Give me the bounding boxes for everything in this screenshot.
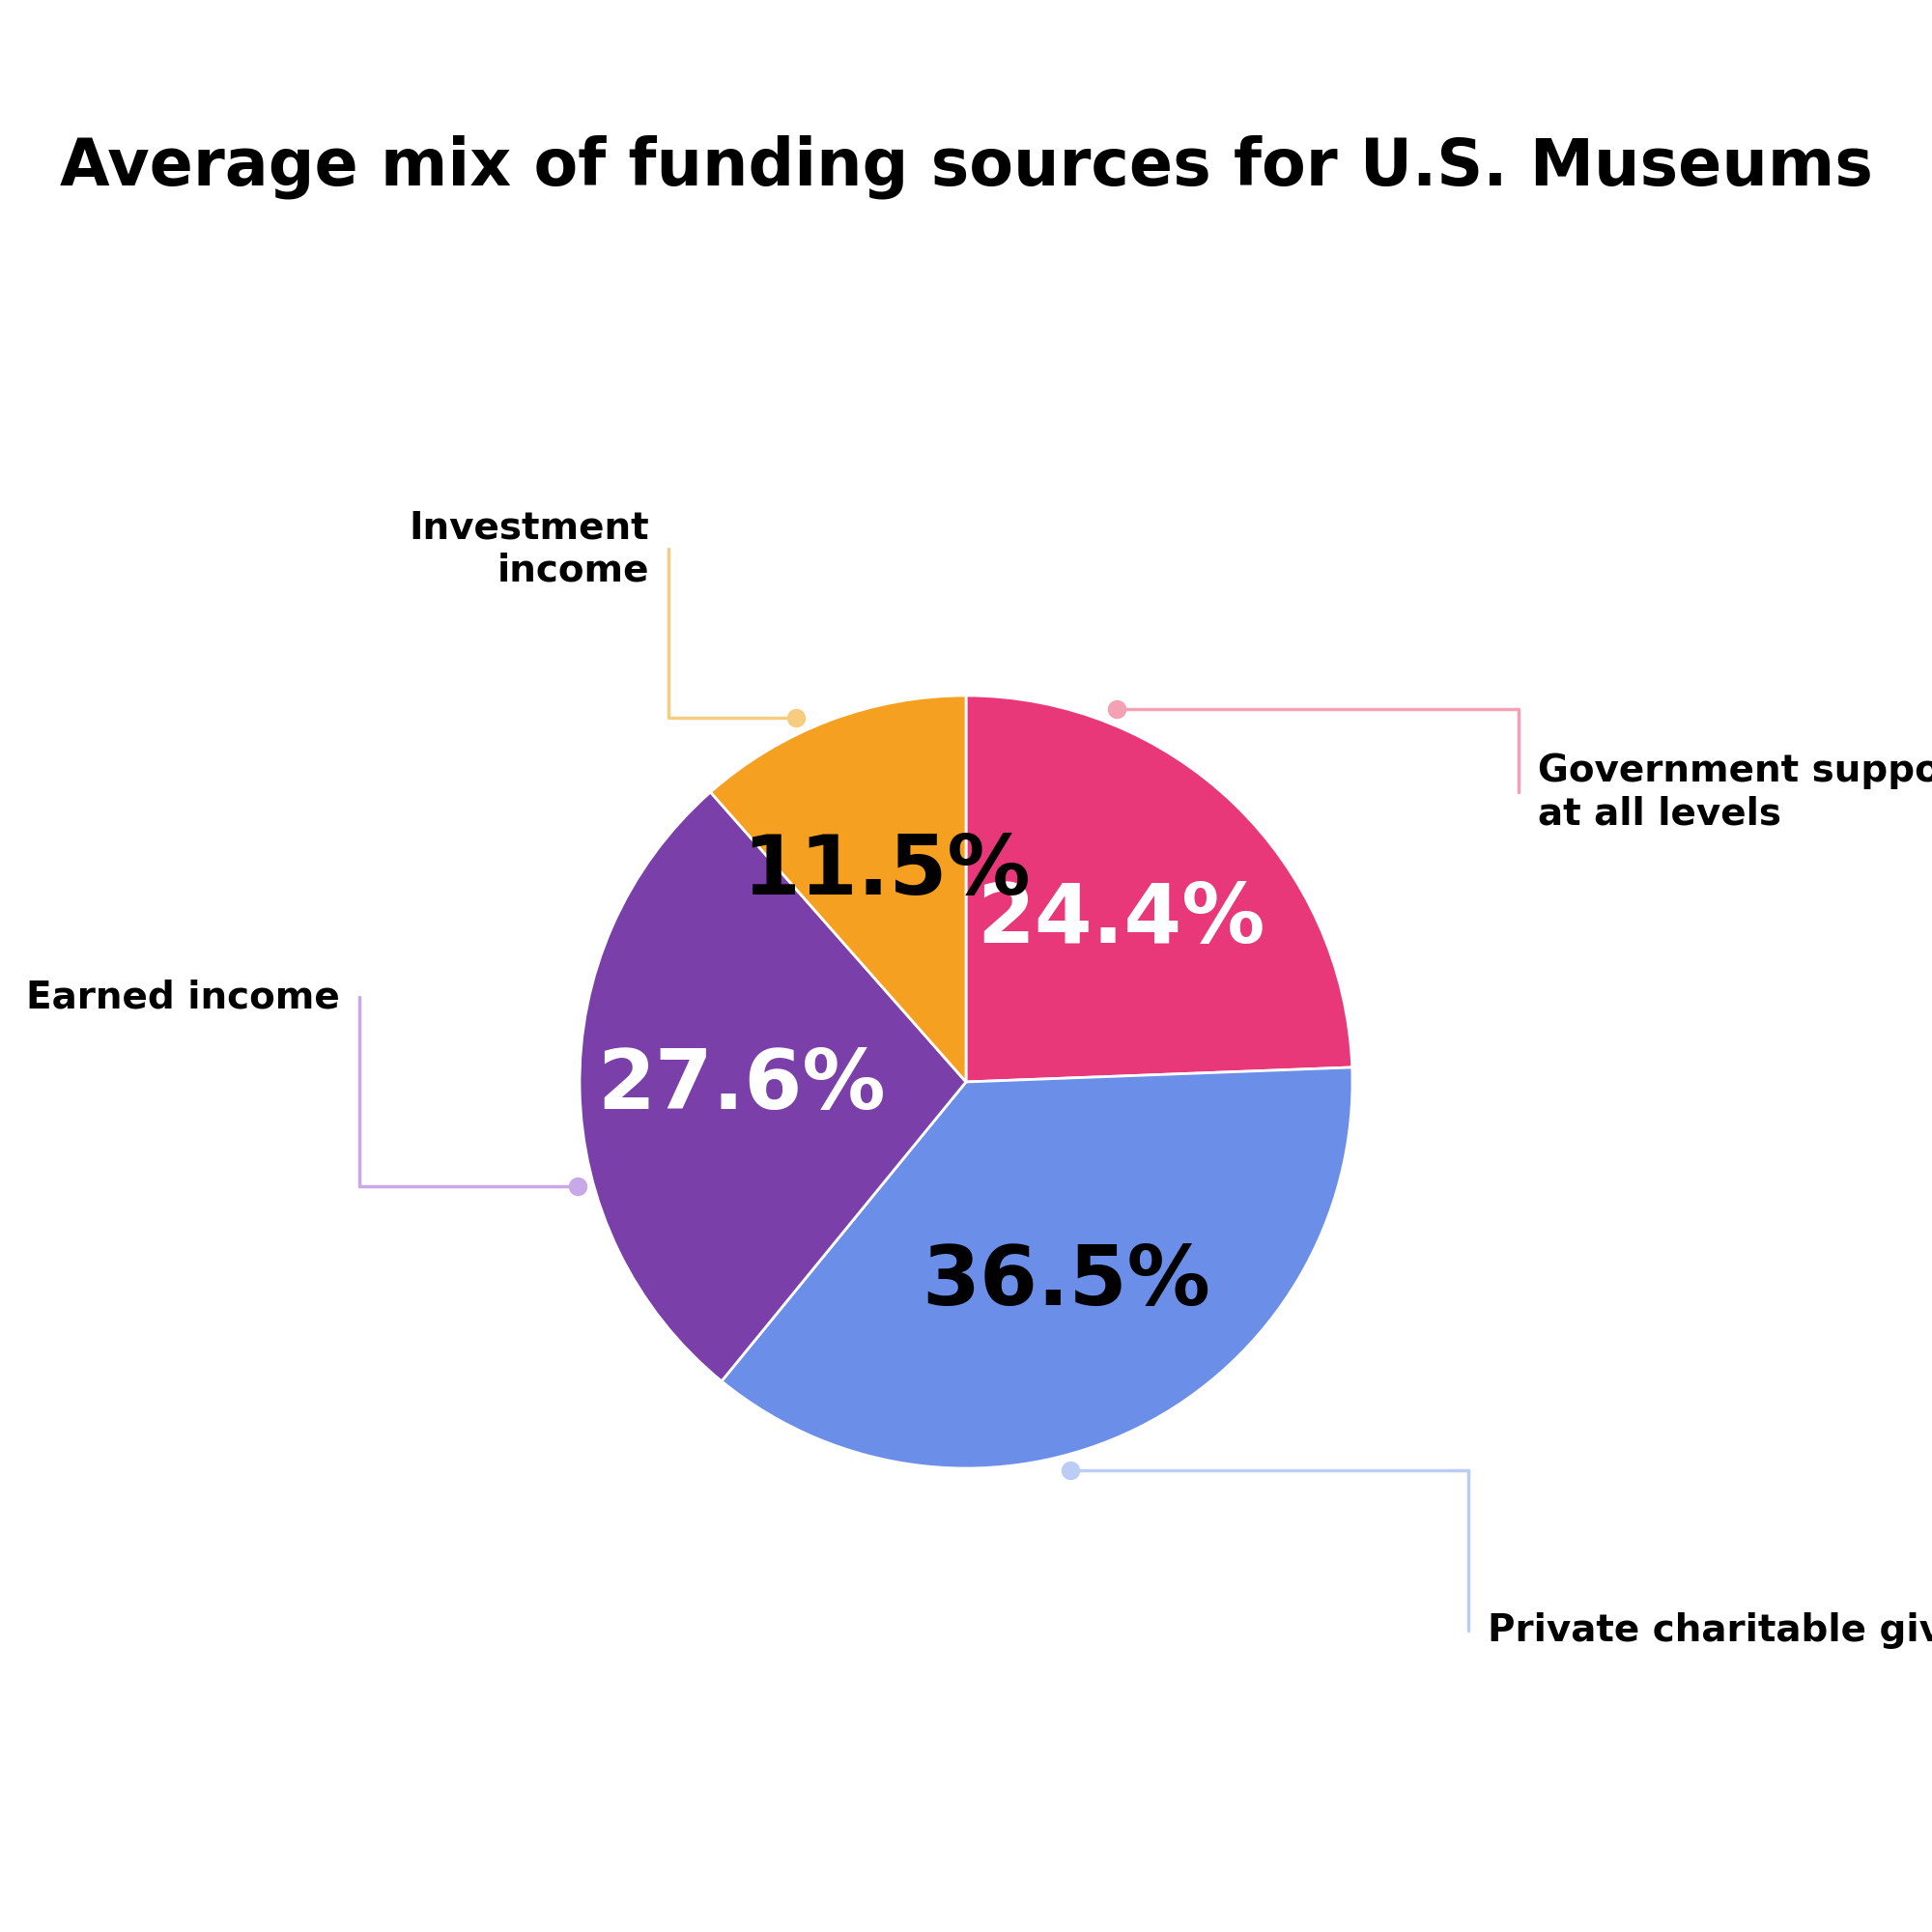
Text: 36.5%: 36.5% [922, 1242, 1209, 1323]
Text: Average mix of funding sources for U.S. Museums: Average mix of funding sources for U.S. … [60, 135, 1872, 199]
Wedge shape [580, 792, 966, 1381]
Wedge shape [711, 696, 966, 1082]
Wedge shape [966, 696, 1352, 1082]
Text: 11.5%: 11.5% [742, 833, 1032, 912]
Text: 27.6%: 27.6% [597, 1045, 887, 1126]
Text: Private charitable giving: Private charitable giving [1488, 1611, 1932, 1650]
Text: Government support
at all levels: Government support at all levels [1538, 753, 1932, 833]
Text: Investment
income: Investment income [410, 510, 649, 589]
Text: 24.4%: 24.4% [978, 881, 1265, 960]
Text: Earned income: Earned income [27, 980, 340, 1016]
Wedge shape [721, 1066, 1352, 1468]
